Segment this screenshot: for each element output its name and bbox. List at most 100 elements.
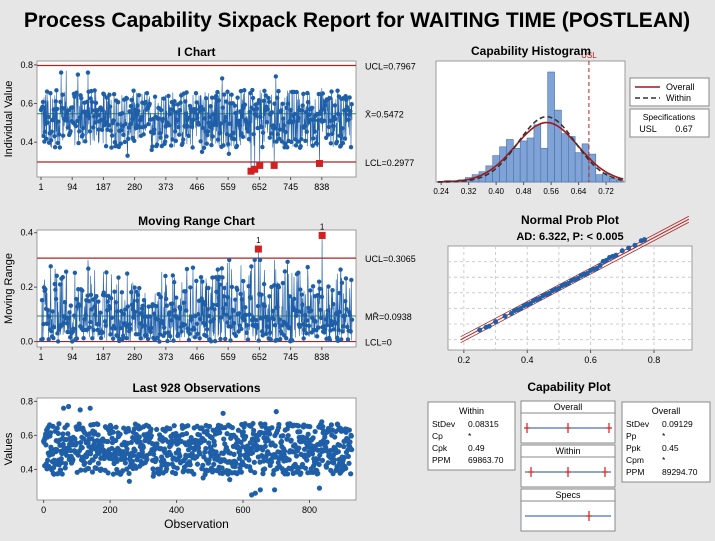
- observation-point: [110, 429, 116, 435]
- overall-stats-stat-value: 0.09129: [662, 419, 693, 429]
- observation-point: [62, 465, 68, 471]
- observation-point: [315, 470, 321, 477]
- data-point: [70, 105, 75, 110]
- overall-stats-stat-value: *: [662, 455, 666, 465]
- data-point: [247, 312, 252, 317]
- data-point: [129, 289, 134, 295]
- observation-point: [224, 431, 230, 437]
- observation-point: [191, 471, 197, 477]
- data-point: [215, 267, 221, 272]
- data-point: [48, 91, 53, 96]
- data-point: [233, 333, 239, 339]
- x-tick-label: 652: [252, 182, 267, 192]
- data-point: [214, 289, 219, 295]
- histogram-bar: [616, 180, 624, 183]
- data-point: [196, 122, 201, 127]
- data-point: [271, 283, 277, 288]
- data-point: [219, 266, 225, 271]
- data-point: [177, 132, 182, 137]
- data-point: [338, 267, 343, 272]
- data-point: [55, 331, 60, 336]
- data-point: [61, 106, 67, 111]
- data-point: [53, 296, 59, 302]
- data-point: [237, 311, 242, 316]
- data-point: [51, 107, 56, 112]
- data-point: [318, 307, 323, 313]
- observation-point: [131, 452, 137, 458]
- data-point: [164, 134, 169, 139]
- histogram-bar: [567, 136, 576, 183]
- overall-bar-label: Overall: [554, 402, 583, 412]
- data-point: [194, 321, 200, 327]
- observation-point: [262, 421, 268, 427]
- observation-point: [276, 421, 282, 428]
- observation-point: [347, 439, 353, 445]
- data-point: [123, 121, 128, 127]
- overall-bar-marker: [524, 423, 530, 433]
- data-point: [201, 107, 206, 112]
- data-point: [58, 99, 63, 105]
- data-point: [118, 308, 124, 314]
- data-point: [191, 117, 196, 122]
- data-point: [182, 322, 188, 327]
- data-point: [152, 127, 157, 132]
- within-stats-box: [427, 401, 516, 471]
- prob-point: [584, 270, 590, 276]
- observation-point: [262, 443, 268, 449]
- x-tick-label: 400: [169, 505, 184, 515]
- data-point: [104, 270, 109, 275]
- data-point: [297, 324, 302, 330]
- data-point: [224, 320, 230, 325]
- observation-point: [151, 470, 157, 476]
- data-point: [233, 297, 238, 302]
- data-point: [77, 303, 82, 308]
- observation-point: [54, 425, 60, 431]
- observation-point: [64, 422, 70, 428]
- y-tick-label: 0.4: [20, 137, 33, 147]
- data-point: [51, 335, 56, 341]
- data-point: [94, 293, 99, 299]
- data-point: [225, 89, 230, 94]
- data-point: [41, 321, 46, 327]
- observation-point: [341, 454, 347, 461]
- data-point: [54, 88, 59, 93]
- data-point: [83, 139, 88, 144]
- data-point: [259, 125, 264, 130]
- observation-point: [273, 409, 279, 415]
- data-point: [339, 337, 344, 342]
- data-point: [193, 107, 198, 112]
- data-point: [336, 327, 341, 333]
- observation-point: [60, 405, 67, 411]
- data-point: [326, 284, 331, 289]
- observation-point: [45, 457, 51, 463]
- observation-point: [248, 467, 254, 473]
- data-point: [192, 334, 198, 340]
- specs-bar-box: [520, 488, 616, 532]
- data-point: [169, 301, 175, 306]
- data-point: [233, 110, 238, 116]
- data-point: [195, 331, 200, 336]
- data-point: [276, 284, 282, 290]
- observation-point: [120, 468, 126, 474]
- capability-histogram: USL 0.24 0.32 0.40 0.48 0.56 0.64 0.72 Capabilit…: [433, 44, 710, 196]
- data-point: [331, 301, 336, 307]
- data-point: [205, 129, 211, 134]
- data-point: [285, 259, 290, 265]
- observation-point: [55, 471, 61, 477]
- data-point: [53, 287, 58, 292]
- data-point: [242, 88, 247, 93]
- observation-point: [240, 429, 246, 435]
- data-point: [51, 325, 57, 330]
- observation-point: [348, 471, 354, 477]
- data-point: [128, 103, 134, 109]
- observation-point: [252, 469, 258, 476]
- data-point: [231, 308, 236, 314]
- data-point: [255, 303, 261, 309]
- observation-point: [122, 455, 128, 462]
- data-point: [149, 147, 154, 153]
- data-point: [103, 143, 109, 149]
- data-point: [40, 99, 46, 105]
- data-point: [58, 70, 64, 75]
- data-point: [98, 335, 104, 341]
- data-point: [310, 143, 315, 148]
